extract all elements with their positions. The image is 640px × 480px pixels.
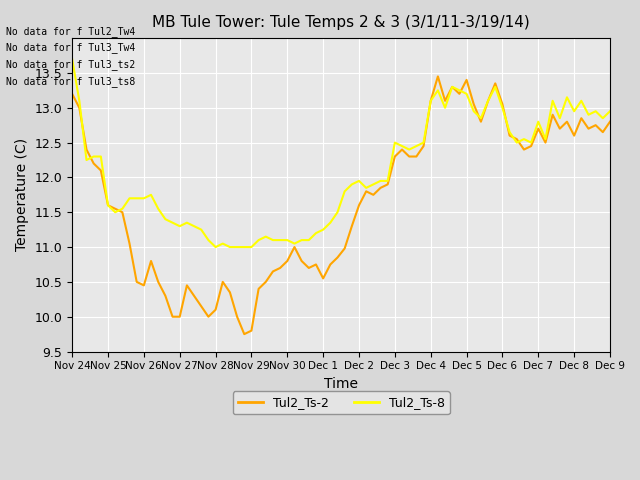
Tul2_Ts-2 [441, 98, 449, 104]
Tul2_Ts-2 [434, 73, 442, 79]
Tul2_Ts-2 [262, 279, 269, 285]
Text: No data for f Tul3_Tw4: No data for f Tul3_Tw4 [6, 42, 136, 53]
Tul2_Ts-2 [420, 143, 428, 149]
Tul2_Ts-2 [68, 91, 76, 96]
Tul2_Ts-2 [513, 136, 520, 142]
Title: MB Tule Tower: Tule Temps 2 & 3 (3/1/11-3/19/14): MB Tule Tower: Tule Temps 2 & 3 (3/1/11-… [152, 15, 530, 30]
Text: No data for f Tul2_Tw4: No data for f Tul2_Tw4 [6, 25, 136, 36]
Tul2_Ts-8 [420, 140, 428, 145]
Tul2_Ts-8 [506, 129, 513, 135]
Tul2_Ts-8 [355, 178, 363, 184]
Legend: Tul2_Ts-2, Tul2_Ts-8: Tul2_Ts-2, Tul2_Ts-8 [232, 391, 449, 414]
Tul2_Ts-8 [118, 206, 126, 212]
Tul2_Ts-8 [434, 87, 442, 93]
Text: No data for f Tul3_ts8: No data for f Tul3_ts8 [6, 76, 136, 87]
Tul2_Ts-2 [118, 209, 126, 215]
Tul2_Ts-2 [355, 203, 363, 208]
Tul2_Ts-8 [212, 244, 220, 250]
Tul2_Ts-8 [68, 56, 76, 62]
Line: Tul2_Ts-8: Tul2_Ts-8 [72, 59, 610, 247]
Tul2_Ts-8 [262, 234, 269, 240]
Tul2_Ts-8 [606, 108, 614, 114]
Line: Tul2_Ts-2: Tul2_Ts-2 [72, 76, 610, 334]
Text: No data for f Tul3_ts2: No data for f Tul3_ts2 [6, 59, 136, 70]
X-axis label: Time: Time [324, 377, 358, 391]
Tul2_Ts-2 [606, 119, 614, 125]
Y-axis label: Temperature (C): Temperature (C) [15, 138, 29, 252]
Tul2_Ts-2 [241, 331, 248, 337]
